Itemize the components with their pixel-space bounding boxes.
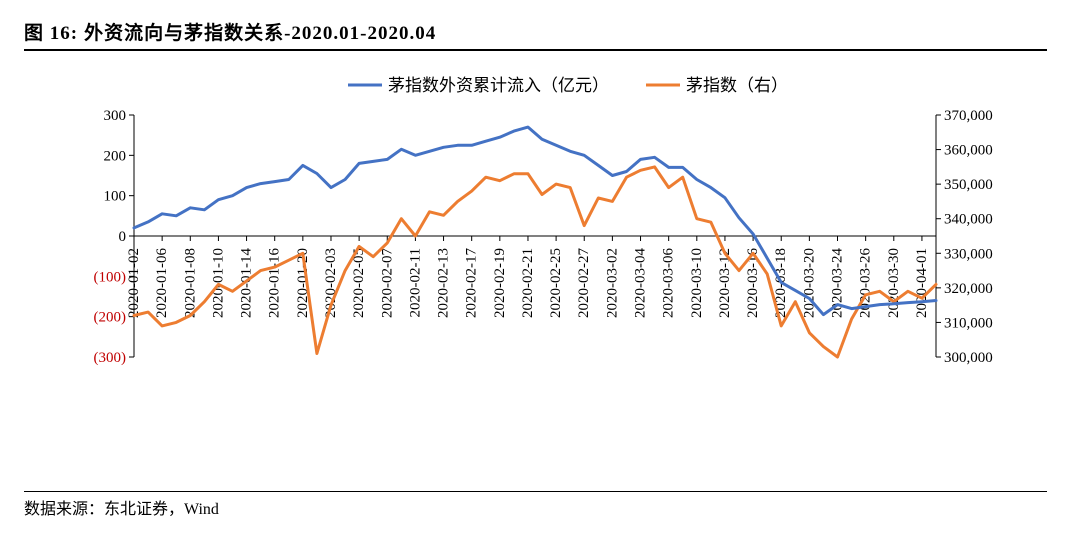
- x-tick-label: 2020-02-21: [519, 248, 535, 318]
- x-tick-label: 2020-04-01: [913, 248, 929, 318]
- y-left-tick: (300): [93, 350, 126, 366]
- figure-number: 图 16:: [24, 18, 78, 45]
- x-tick-label: 2020-02-17: [463, 248, 479, 318]
- x-tick-label: 2020-03-20: [801, 248, 817, 318]
- x-tick-label: 2020-03-30: [885, 248, 901, 318]
- x-tick-label: 2020-03-06: [660, 248, 676, 318]
- x-tick-label: 2020-01-02: [126, 248, 142, 318]
- y-right-tick: 370,000: [944, 108, 993, 124]
- y-right-tick: 310,000: [944, 315, 993, 331]
- chart-container: 茅指数外资累计流入（亿元） 茅指数（右） 300 200 100 0 (100) (200) (…: [24, 57, 1047, 487]
- figure-title-text: 外资流向与茅指数关系-2020.01-2020.04: [84, 18, 436, 45]
- x-tick-label: 2020-03-02: [604, 248, 620, 318]
- legend-label-0: 茅指数外资累计流入（亿元）: [388, 76, 609, 95]
- y-left-tick: (100): [93, 269, 126, 285]
- line-chart: 茅指数外资累计流入（亿元） 茅指数（右） 300 200 100 0 (100) (200) (…: [46, 57, 1026, 487]
- x-tick-label: 2020-02-11: [407, 248, 423, 317]
- y-right-tick: 300,000: [944, 350, 993, 366]
- x-tick-label: 2020-02-07: [379, 248, 395, 318]
- data-source-text: 数据来源：东北证券，Wind: [24, 501, 219, 518]
- y-left-tick: 300: [103, 108, 126, 124]
- x-tick-label: 2020-03-10: [688, 248, 704, 318]
- y-right-tick: 330,000: [944, 246, 993, 262]
- x-tick-label: 2020-02-25: [548, 248, 564, 318]
- x-tick-label: 2020-02-19: [491, 248, 507, 318]
- x-tick-label: 2020-03-04: [632, 248, 648, 318]
- figure-title: 图 16: 外资流向与茅指数关系-2020.01-2020.04: [24, 18, 1047, 51]
- y-right-tick: 360,000: [944, 143, 993, 159]
- y-right-tick: 340,000: [944, 212, 993, 228]
- x-tick-label: 2020-01-16: [266, 248, 282, 318]
- x-tick-label: 2020-02-27: [576, 248, 592, 318]
- x-tick-label: 2020-01-06: [154, 248, 170, 318]
- data-source: 数据来源：东北证券，Wind: [24, 491, 1047, 519]
- y-left-tick: (200): [93, 310, 126, 326]
- y-left-tick: 0: [118, 229, 126, 245]
- x-tick-label: 2020-02-13: [435, 248, 451, 318]
- y-right-tick: 350,000: [944, 177, 993, 193]
- legend-label-1: 茅指数（右）: [686, 76, 788, 95]
- x-tick-label: 2020-01-08: [182, 248, 198, 318]
- y-left-tick: 200: [103, 148, 126, 164]
- y-left-tick: 100: [103, 189, 126, 205]
- y-right-tick: 320,000: [944, 281, 993, 297]
